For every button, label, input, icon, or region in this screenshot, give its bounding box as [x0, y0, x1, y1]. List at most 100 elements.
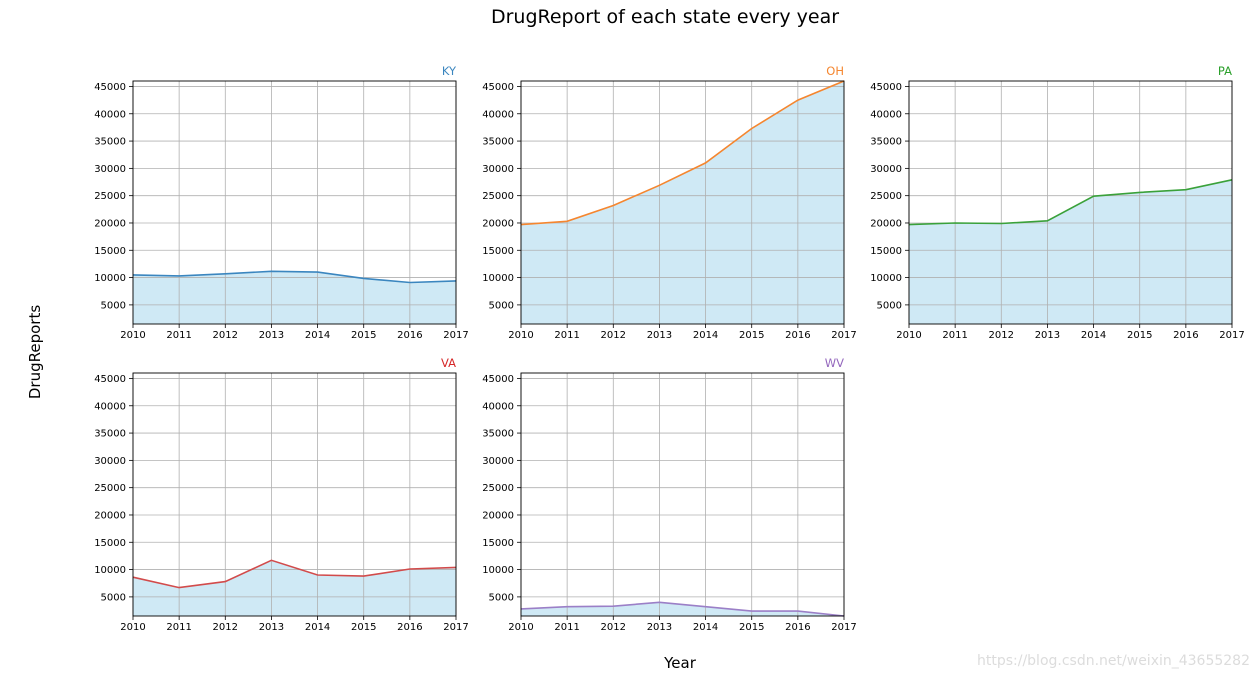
y-tick-label: 5000: [101, 592, 126, 603]
x-tick-label: 2012: [601, 330, 626, 341]
y-tick-label: 5000: [489, 592, 514, 603]
y-tick-label: 20000: [482, 510, 514, 521]
y-tick-label: 20000: [94, 510, 126, 521]
figure-title: DrugReport of each state every year: [490, 6, 840, 28]
y-tick-label: 45000: [482, 374, 514, 385]
x-tick-label: 2012: [601, 622, 626, 633]
y-tick-label: 5000: [489, 300, 514, 311]
series-line-va: [132, 559, 457, 589]
axes-frame: [908, 80, 1233, 325]
x-tick-label: 2013: [259, 622, 284, 633]
x-tick-label: 2011: [166, 622, 191, 633]
x-tick-label: 2013: [1035, 330, 1060, 341]
series-line-wv: [520, 601, 845, 617]
y-tick-label: 40000: [482, 401, 514, 412]
x-tick-label: 2017: [443, 330, 468, 341]
axes-frame: [520, 372, 845, 617]
x-tick-label: 2011: [554, 622, 579, 633]
y-tick-label: 35000: [94, 137, 126, 148]
y-tick-label: 25000: [482, 483, 514, 494]
y-tick-label: 35000: [482, 429, 514, 440]
area-fill-oh: [521, 81, 844, 324]
x-tick-label: 2010: [508, 330, 533, 341]
panel-title-pa: PA: [1218, 64, 1232, 78]
y-tick-label: 40000: [94, 109, 126, 120]
x-tick-label: 2013: [259, 330, 284, 341]
y-tick-label: 15000: [94, 538, 126, 549]
y-tick-label: 10000: [482, 273, 514, 284]
x-tick-label: 2012: [213, 622, 238, 633]
x-axis-label: Year: [664, 654, 696, 672]
x-tick-label: 2011: [166, 330, 191, 341]
y-tick-label: 10000: [94, 565, 126, 576]
x-tick-label: 2014: [305, 622, 330, 633]
x-tick-label: 2016: [785, 330, 810, 341]
series-line-ky: [132, 270, 457, 284]
panel-pa: 2010 2011 2012 2013 2014 2015 2016 2017 5000 1000…: [870, 64, 1245, 341]
axes-frame: [132, 80, 457, 325]
x-tick-label: 2012: [213, 330, 238, 341]
axes-frame: [520, 80, 845, 325]
y-tick-label: 20000: [482, 218, 514, 229]
x-tick-label: 2015: [351, 330, 376, 341]
panel-title-ky: KY: [442, 64, 457, 78]
y-tick-label: 35000: [870, 137, 902, 148]
y-tick-label: 45000: [482, 82, 514, 93]
y-tick-label: 40000: [94, 401, 126, 412]
area-fill-ky: [133, 271, 456, 324]
watermark-text: https://blog.csdn.net/weixin_43655282: [976, 653, 1250, 669]
area-fill-pa: [909, 179, 1232, 324]
x-tick-label: 2014: [693, 622, 718, 633]
panel-ky: 2010 2011 2012 2013 2014 2015 2016 2017 5000 1000…: [94, 64, 469, 341]
y-tick-label: 10000: [870, 273, 902, 284]
y-tick-label: 40000: [482, 109, 514, 120]
y-tick-label: 25000: [94, 483, 126, 494]
x-tick-label: 2010: [120, 330, 145, 341]
y-tick-label: 15000: [870, 246, 902, 257]
y-tick-label: 5000: [101, 300, 126, 311]
panel-title-wv: WV: [825, 356, 844, 370]
axes-frame: [132, 372, 457, 617]
y-tick-label: 45000: [94, 82, 126, 93]
x-tick-label: 2017: [443, 622, 468, 633]
x-tick-label: 2016: [785, 622, 810, 633]
x-tick-label: 2012: [989, 330, 1014, 341]
area-fill-va: [133, 560, 456, 616]
x-tick-label: 2010: [508, 622, 533, 633]
y-tick-label: 25000: [870, 191, 902, 202]
x-tick-label: 2013: [647, 330, 672, 341]
x-tick-label: 2014: [305, 330, 330, 341]
y-tick-label: 5000: [877, 300, 902, 311]
x-tick-label: 2015: [739, 330, 764, 341]
x-tick-label: 2016: [1173, 330, 1198, 341]
y-tick-label: 30000: [94, 164, 126, 175]
x-tick-label: 2017: [831, 330, 856, 341]
panel-oh: 2010 2011 2012 2013 2014 2015 2016 2017 5000 1000…: [482, 64, 857, 341]
area-fill-wv: [521, 602, 844, 616]
x-tick-label: 2015: [1127, 330, 1152, 341]
y-tick-label: 40000: [870, 109, 902, 120]
y-tick-label: 30000: [482, 164, 514, 175]
y-tick-label: 10000: [482, 565, 514, 576]
y-tick-label: 15000: [482, 246, 514, 257]
y-tick-label: 20000: [94, 218, 126, 229]
x-tick-label: 2016: [397, 330, 422, 341]
panel-title-va: VA: [441, 356, 456, 370]
x-tick-label: 2010: [120, 622, 145, 633]
panel-va: 2010 2011 2012 2013 2014 2015 2016 2017 5000 1000…: [94, 356, 469, 633]
y-tick-label: 30000: [870, 164, 902, 175]
y-tick-label: 30000: [482, 456, 514, 467]
y-tick-label: 20000: [870, 218, 902, 229]
y-tick-label: 45000: [870, 82, 902, 93]
series-line-pa: [908, 179, 1233, 226]
y-tick-label: 25000: [94, 191, 126, 202]
x-tick-label: 2010: [896, 330, 921, 341]
x-tick-label: 2015: [739, 622, 764, 633]
y-tick-label: 35000: [94, 429, 126, 440]
series-line-oh: [520, 80, 845, 226]
panel-title-oh: OH: [826, 64, 844, 78]
x-tick-label: 2014: [1081, 330, 1106, 341]
x-tick-label: 2016: [397, 622, 422, 633]
x-tick-label: 2011: [942, 330, 967, 341]
